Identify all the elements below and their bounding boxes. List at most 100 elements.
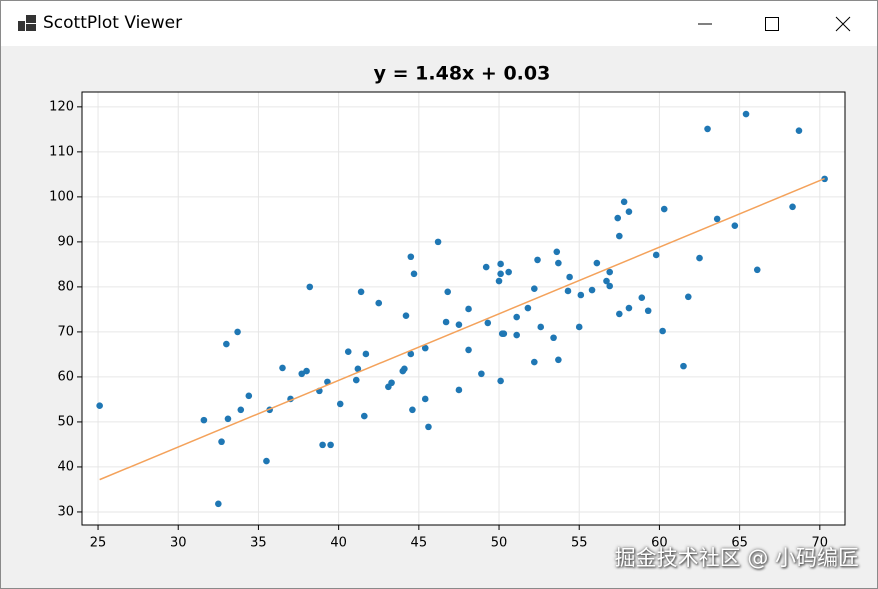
point [421, 395, 429, 403]
point [465, 305, 472, 313]
y-tick-label: 90 [57, 234, 74, 249]
point [245, 392, 253, 400]
point [407, 253, 415, 261]
point [421, 344, 429, 352]
point [218, 438, 225, 446]
point [234, 328, 241, 336]
y-tick-label: 40 [57, 459, 74, 474]
point [753, 266, 761, 274]
point [388, 379, 395, 387]
point [482, 263, 490, 271]
point [357, 288, 365, 296]
point [620, 198, 628, 206]
point [531, 285, 538, 292]
point [524, 304, 532, 312]
point [588, 286, 596, 294]
point [731, 222, 739, 229]
chart-title: y = 1.48x + 0.03 [374, 63, 551, 85]
point [614, 214, 622, 222]
point [638, 294, 646, 301]
point [537, 323, 545, 331]
point [455, 386, 463, 394]
point [434, 238, 442, 246]
point [224, 415, 232, 423]
point [575, 323, 583, 331]
point [713, 215, 721, 223]
point [425, 423, 432, 431]
point [603, 277, 610, 285]
point [465, 346, 472, 354]
point [616, 232, 623, 240]
point [319, 441, 326, 449]
chart: y = 1.48x + 0.03 25 30 35 40 45 50 55 60 65 70 30 4… [49, 63, 846, 551]
y-tick-label: 120 [49, 99, 74, 114]
point [500, 330, 508, 338]
point [606, 282, 614, 290]
point [478, 370, 485, 378]
title-bar: ScottPlot Viewer [1, 1, 877, 46]
point [495, 277, 503, 285]
point [409, 406, 416, 414]
point [402, 312, 410, 320]
point [513, 313, 520, 321]
point [306, 283, 314, 291]
x-tick-label: 60 [651, 536, 668, 551]
point [553, 248, 561, 256]
close-button[interactable] [835, 16, 851, 32]
plot-area [82, 92, 845, 525]
point [789, 203, 796, 211]
y-tick-label: 30 [57, 504, 74, 519]
point [360, 412, 368, 420]
point [534, 256, 541, 264]
point [513, 331, 520, 339]
point [555, 259, 562, 267]
point [566, 273, 573, 281]
point [327, 441, 334, 449]
point [442, 318, 450, 326]
point [215, 500, 222, 508]
point [652, 251, 660, 259]
point [795, 127, 803, 135]
point [303, 367, 310, 375]
point [564, 287, 572, 295]
y-tick-label: 70 [57, 324, 74, 339]
point [354, 365, 362, 373]
y-tick-label: 80 [57, 279, 74, 294]
x-tick-label: 40 [330, 536, 347, 551]
point [223, 340, 230, 348]
point [407, 350, 415, 358]
y-tick-label: 60 [57, 369, 74, 384]
point [659, 327, 666, 335]
point [298, 370, 306, 378]
point [616, 310, 623, 318]
point [279, 364, 286, 372]
point [555, 356, 562, 364]
point [704, 125, 711, 133]
point [455, 321, 463, 329]
point [550, 334, 557, 342]
point [444, 288, 452, 296]
point [696, 254, 703, 262]
point [324, 378, 331, 386]
x-tick-label: 45 [411, 536, 428, 551]
maximize-button[interactable] [765, 17, 779, 31]
window-title: ScottPlot Viewer [43, 13, 183, 33]
point [644, 307, 652, 315]
point [625, 208, 633, 216]
x-tick-label: 30 [170, 536, 187, 551]
x-tick-label: 70 [812, 536, 829, 551]
point [410, 270, 418, 278]
point [375, 299, 383, 307]
x-tick-label: 35 [250, 536, 267, 551]
x-tick-label: 50 [491, 536, 508, 551]
x-tick-label: 65 [731, 536, 748, 551]
x-tick-label: 55 [571, 536, 588, 551]
plot-frame [81, 91, 846, 526]
point [263, 457, 270, 465]
app-icon [18, 15, 36, 31]
point [497, 377, 504, 385]
point [237, 406, 245, 414]
x-tick-label: 25 [90, 536, 107, 551]
y-tick-label: 110 [49, 144, 74, 159]
